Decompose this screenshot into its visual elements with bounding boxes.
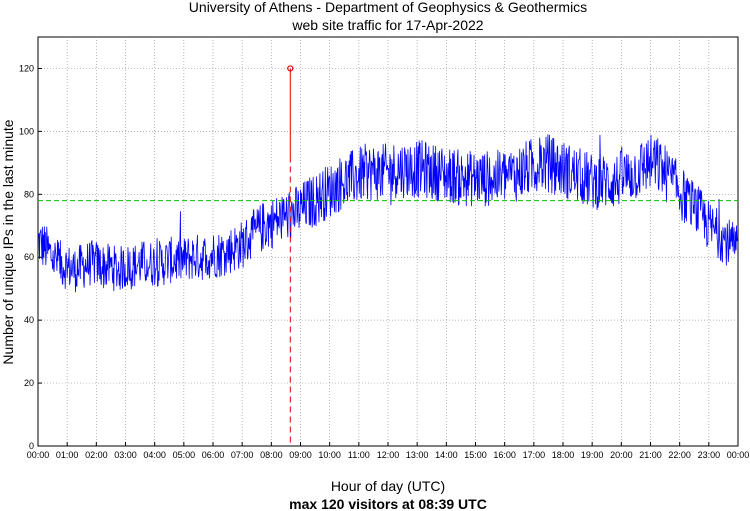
y-tick-label: 100 bbox=[19, 126, 34, 136]
y-tick-label: 0 bbox=[29, 441, 34, 451]
x-tick-label: 06:00 bbox=[202, 450, 225, 460]
x-tick-label: 07:00 bbox=[231, 450, 254, 460]
x-axis-label: Hour of day (UTC) bbox=[331, 478, 445, 494]
x-tick-label: 10:00 bbox=[318, 450, 341, 460]
chart-title: University of Athens - Department of Geo… bbox=[189, 0, 587, 15]
x-tick-label: 20:00 bbox=[610, 450, 633, 460]
y-tick-label: 20 bbox=[24, 378, 34, 388]
y-tick-label: 60 bbox=[24, 252, 34, 262]
chart-subtitle: web site traffic for 17-Apr-2022 bbox=[291, 17, 483, 33]
max-visitors-summary: max 120 visitors at 08:39 UTC bbox=[289, 496, 487, 511]
x-tick-label: 21:00 bbox=[639, 450, 662, 460]
x-tick-label: 12:00 bbox=[377, 450, 400, 460]
max-point-marker bbox=[287, 65, 294, 72]
y-axis-label: Number of unique IPs in the last minute bbox=[0, 119, 16, 364]
x-tick-label: 23:00 bbox=[698, 450, 721, 460]
series-line bbox=[37, 134, 738, 293]
x-tick-label: 17:00 bbox=[523, 450, 546, 460]
y-axis: 0 20 40 60 80 100 120 bbox=[19, 63, 42, 451]
x-tick-label: 13:00 bbox=[406, 450, 429, 460]
x-tick-label: 05:00 bbox=[173, 450, 196, 460]
x-tick-label: 18:00 bbox=[552, 450, 575, 460]
y-tick-label: 80 bbox=[24, 189, 34, 199]
x-tick-label: 09:00 bbox=[289, 450, 312, 460]
x-tick-label: 00:00 bbox=[727, 450, 750, 460]
x-tick-label: 15:00 bbox=[464, 450, 487, 460]
x-tick-label: 04:00 bbox=[143, 450, 166, 460]
x-tick-label: 02:00 bbox=[85, 450, 108, 460]
series-group bbox=[37, 134, 738, 293]
x-tick-label: 03:00 bbox=[114, 450, 137, 460]
y-tick-label: 40 bbox=[24, 315, 34, 325]
x-tick-label: 08:00 bbox=[260, 450, 283, 460]
x-tick-label: 14:00 bbox=[435, 450, 458, 460]
x-tick-label: 11:00 bbox=[348, 450, 370, 460]
y-tick-label: 120 bbox=[19, 63, 34, 73]
x-axis: 00:00 01:00 02:00 03:00 04:00 05:00 06:00 07:00… bbox=[27, 442, 750, 460]
x-tick-label: 01:00 bbox=[56, 450, 79, 460]
x-tick-label: 00:00 bbox=[27, 450, 50, 460]
marker-group bbox=[38, 65, 738, 446]
x-tick-label: 16:00 bbox=[493, 450, 516, 460]
x-tick-label: 22:00 bbox=[668, 450, 691, 460]
x-tick-label: 19:00 bbox=[581, 450, 604, 460]
